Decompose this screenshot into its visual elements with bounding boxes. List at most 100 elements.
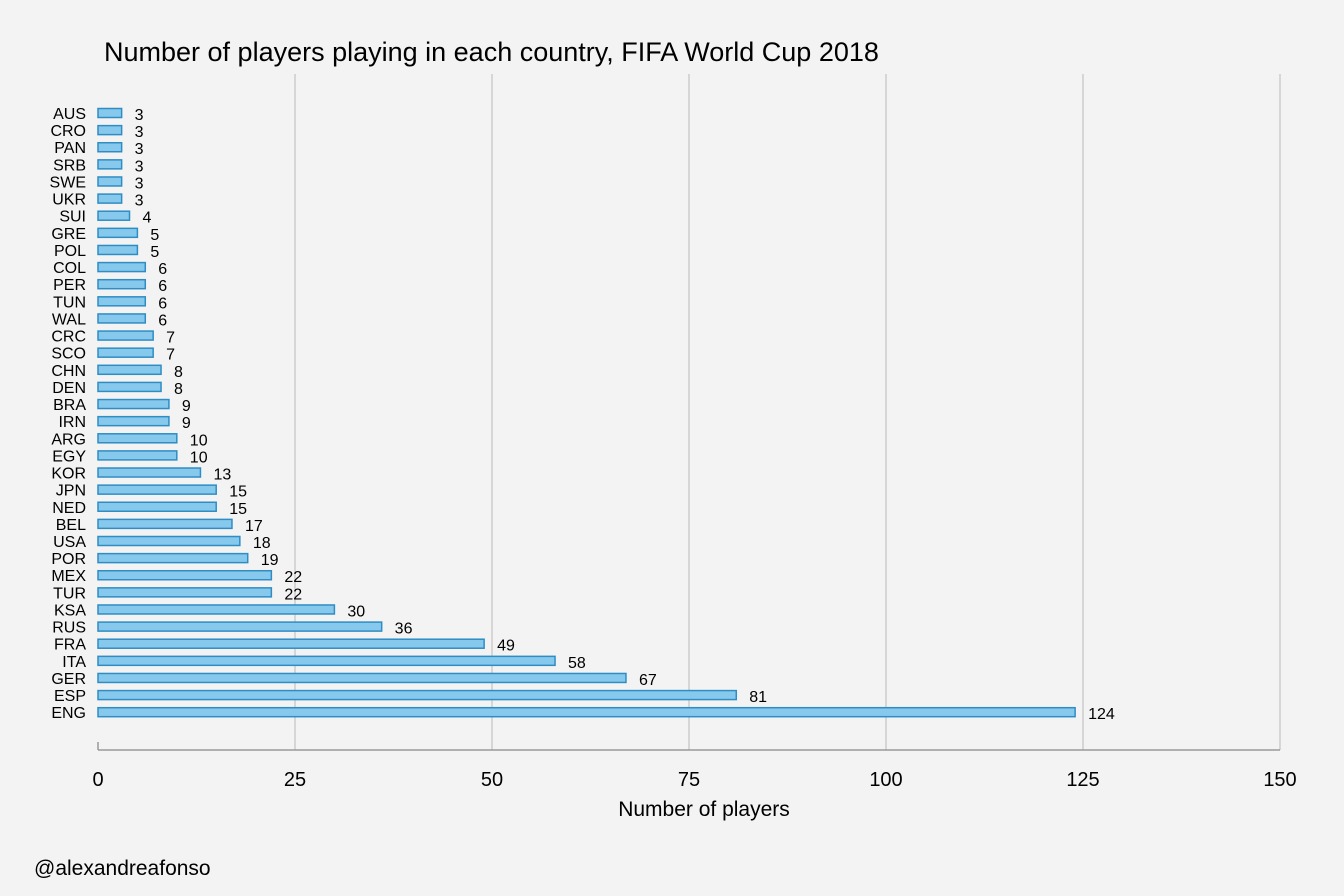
value-label: 7 bbox=[166, 330, 175, 347]
category-label: ITA bbox=[62, 654, 86, 671]
category-label: WAL bbox=[52, 311, 86, 328]
bar-gre bbox=[97, 227, 139, 239]
category-label: KSA bbox=[54, 602, 86, 619]
x-tick-label: 50 bbox=[481, 769, 503, 791]
value-label: 10 bbox=[190, 449, 208, 466]
bar-swe bbox=[97, 176, 123, 187]
value-label: 15 bbox=[229, 484, 247, 501]
chart-title: Number of players playing in each countr… bbox=[104, 37, 879, 67]
bar-cro bbox=[97, 124, 123, 136]
value-label: 22 bbox=[284, 586, 302, 603]
bar-kor bbox=[97, 467, 202, 478]
value-label: 3 bbox=[135, 175, 144, 192]
x-tick-label: 100 bbox=[869, 769, 902, 791]
category-label: ESP bbox=[54, 688, 86, 705]
bar-eng bbox=[97, 706, 1076, 718]
value-label: 36 bbox=[395, 621, 413, 638]
category-label: EGY bbox=[52, 448, 86, 465]
category-label: IRN bbox=[58, 414, 86, 431]
bar-crc bbox=[97, 330, 154, 341]
bar-fra bbox=[97, 638, 485, 649]
value-label: 3 bbox=[135, 158, 144, 175]
bar-usa bbox=[97, 535, 241, 547]
value-label: 6 bbox=[158, 312, 167, 329]
value-label: 13 bbox=[213, 467, 231, 484]
bar-srb bbox=[97, 159, 123, 170]
bar-pan bbox=[97, 141, 123, 153]
category-label: BEL bbox=[56, 517, 86, 534]
value-label: 58 bbox=[568, 655, 586, 672]
bar-irn bbox=[97, 415, 170, 427]
value-label: 81 bbox=[749, 689, 767, 706]
bar-arg bbox=[97, 433, 178, 444]
category-label: USA bbox=[53, 534, 86, 551]
category-label: SCO bbox=[51, 346, 86, 363]
value-label: 10 bbox=[190, 432, 208, 449]
category-label: JPN bbox=[56, 483, 86, 500]
value-label: 6 bbox=[158, 295, 167, 312]
category-label: PAN bbox=[54, 140, 86, 157]
bar-ita bbox=[97, 655, 556, 667]
x-tick-label: 75 bbox=[678, 769, 700, 791]
bar-egy bbox=[97, 450, 178, 461]
bar-bra bbox=[97, 398, 170, 410]
value-label: 7 bbox=[166, 347, 175, 364]
category-label: GER bbox=[51, 671, 86, 688]
value-label: 3 bbox=[135, 107, 144, 124]
category-label: BRA bbox=[53, 397, 86, 414]
value-label: 9 bbox=[182, 415, 191, 432]
category-label: SRB bbox=[53, 157, 86, 174]
value-label: 17 bbox=[245, 518, 263, 535]
value-label: 3 bbox=[135, 141, 144, 158]
value-label: 22 bbox=[284, 569, 302, 586]
bar-den bbox=[97, 381, 162, 393]
bar-sui bbox=[97, 210, 131, 221]
bar-per bbox=[97, 278, 147, 290]
bar-tur bbox=[97, 587, 273, 598]
bar-wal bbox=[97, 313, 147, 324]
category-label: POR bbox=[51, 551, 86, 568]
author-credit: @alexandreafonso bbox=[34, 857, 211, 880]
bar-sco bbox=[97, 347, 154, 358]
category-label: FRA bbox=[54, 637, 86, 654]
category-label: SUI bbox=[59, 209, 86, 226]
category-label: TUN bbox=[53, 294, 86, 311]
value-label: 3 bbox=[135, 124, 144, 141]
category-label: KOR bbox=[51, 466, 86, 483]
bar-pol bbox=[97, 244, 139, 256]
category-label: SWE bbox=[50, 174, 86, 191]
category-label: TUR bbox=[53, 585, 86, 602]
value-label: 9 bbox=[182, 398, 191, 415]
bar-ned bbox=[97, 501, 217, 513]
value-label: 19 bbox=[261, 552, 279, 569]
category-label: COL bbox=[53, 260, 86, 277]
value-label: 5 bbox=[150, 227, 159, 244]
bar-tun bbox=[97, 296, 147, 307]
x-tick-label: 0 bbox=[92, 769, 103, 791]
category-label: ENG bbox=[51, 705, 86, 722]
bar-rus bbox=[97, 621, 383, 632]
x-tick-label: 150 bbox=[1263, 769, 1296, 791]
value-label: 6 bbox=[158, 261, 167, 278]
category-label: GRE bbox=[51, 226, 86, 243]
category-label: CRC bbox=[51, 329, 86, 346]
value-label: 6 bbox=[158, 278, 167, 295]
category-label: ARG bbox=[51, 431, 86, 448]
x-tick-label: 25 bbox=[284, 769, 306, 791]
bar-bel bbox=[97, 518, 233, 530]
value-label: 30 bbox=[347, 603, 365, 620]
category-label: MEX bbox=[51, 568, 86, 585]
value-label: 15 bbox=[229, 501, 247, 518]
category-label: NED bbox=[52, 500, 86, 517]
bar-col bbox=[97, 261, 147, 273]
bar-chn bbox=[97, 364, 162, 376]
bar-aus bbox=[97, 107, 123, 119]
x-tick-label: 125 bbox=[1066, 769, 1099, 791]
bar-esp bbox=[97, 689, 738, 701]
bar-jpn bbox=[97, 484, 217, 495]
category-label: PER bbox=[53, 277, 86, 294]
bar-ukr bbox=[97, 193, 123, 204]
value-label: 49 bbox=[497, 638, 515, 655]
value-label: 4 bbox=[143, 210, 152, 227]
